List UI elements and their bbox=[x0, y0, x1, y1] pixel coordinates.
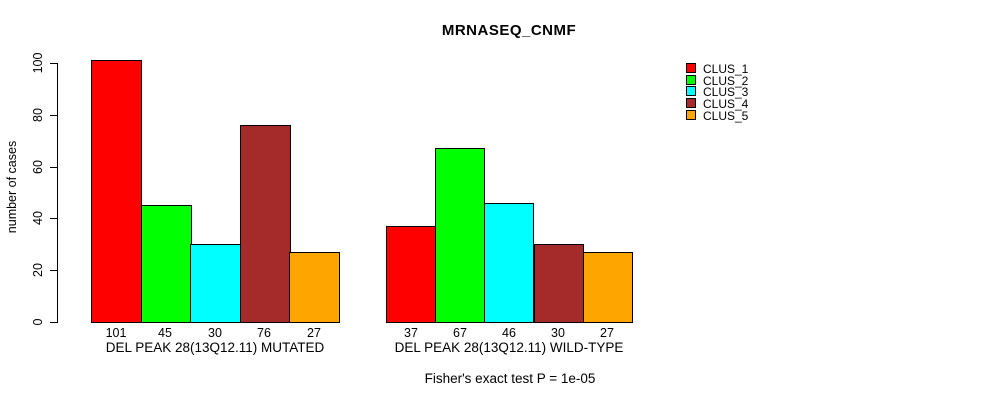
legend-label: CLUS_1 bbox=[703, 62, 749, 76]
y-axis-tick bbox=[50, 63, 57, 64]
y-axis-tick-label: 60 bbox=[31, 159, 45, 174]
bar-clus_4-group1 bbox=[240, 125, 291, 323]
group-label-2: DEL PEAK 28(13Q12.11) WILD-TYPE bbox=[394, 340, 624, 355]
bar-clus_4-group2 bbox=[534, 244, 584, 323]
y-axis-tick-label: 100 bbox=[31, 52, 45, 74]
y-axis-tick bbox=[50, 166, 57, 168]
y-axis-tick bbox=[50, 270, 57, 272]
y-axis-tick-label: 0 bbox=[31, 318, 45, 326]
y-axis-tick-label: 40 bbox=[31, 211, 45, 226]
bar-clus_1-group1 bbox=[91, 60, 142, 323]
legend-label: CLUS_3 bbox=[703, 85, 749, 99]
legend-label: CLUS_4 bbox=[703, 97, 749, 111]
bar-clus_5-group1 bbox=[289, 252, 340, 323]
bar-value-label: 27 bbox=[307, 326, 321, 340]
legend-label: CLUS_5 bbox=[703, 109, 749, 123]
legend-swatch-clus_1 bbox=[686, 63, 696, 73]
bar-value-label: 45 bbox=[158, 326, 172, 340]
legend-swatch-clus_2 bbox=[686, 75, 696, 85]
chart-title: MRNASEQ_CNMF bbox=[441, 22, 577, 39]
bar-clus_2-group1 bbox=[141, 205, 192, 323]
bar-clus_2-group2 bbox=[435, 148, 485, 323]
bar-clus_1-group2 bbox=[386, 226, 436, 323]
legend-swatch-clus_3 bbox=[686, 86, 696, 96]
bar-value-label: 67 bbox=[453, 326, 467, 340]
bar-clus_3-group2 bbox=[484, 203, 534, 323]
y-axis-tick-label: 20 bbox=[31, 263, 45, 278]
bar-value-label: 37 bbox=[404, 326, 418, 340]
bar-value-label: 76 bbox=[257, 326, 271, 340]
bar-value-label: 30 bbox=[551, 326, 565, 340]
caption: Fisher's exact test P = 1e-05 bbox=[424, 371, 596, 386]
y-axis-tick bbox=[50, 114, 57, 116]
legend-swatch-clus_5 bbox=[686, 110, 696, 120]
y-axis-tick bbox=[50, 322, 57, 323]
y-axis-label: number of cases bbox=[5, 140, 19, 234]
group-label-1: DEL PEAK 28(13Q12.11) MUTATED bbox=[105, 340, 325, 355]
legend-label: CLUS_2 bbox=[703, 74, 749, 88]
y-axis-tick bbox=[50, 218, 57, 220]
bar-value-label: 30 bbox=[208, 326, 222, 340]
bar-value-label: 27 bbox=[600, 326, 614, 340]
bar-value-label: 101 bbox=[105, 326, 127, 340]
bar-clus_3-group1 bbox=[190, 244, 241, 323]
y-axis-tick-label: 80 bbox=[31, 107, 45, 122]
legend-swatch-clus_4 bbox=[686, 98, 696, 108]
bar-clus_5-group2 bbox=[583, 252, 633, 323]
y-axis-line bbox=[57, 63, 58, 323]
bar-value-label: 46 bbox=[502, 326, 516, 340]
